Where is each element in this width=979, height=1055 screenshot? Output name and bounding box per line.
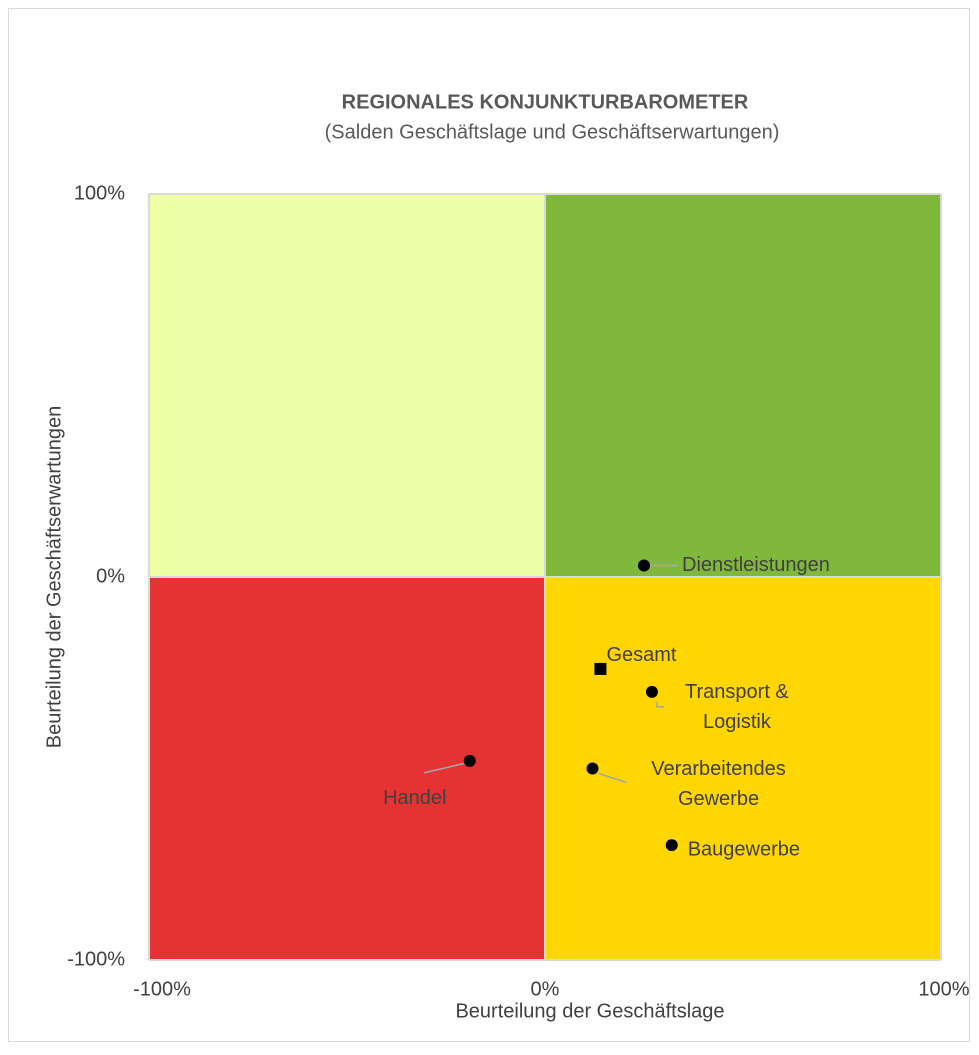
quadrant xyxy=(149,577,545,960)
y-tick-label: 0% xyxy=(96,565,125,587)
point-label: Verarbeitendes xyxy=(651,758,786,780)
point xyxy=(463,754,476,767)
quadrant xyxy=(149,194,545,577)
leader-line xyxy=(598,772,627,784)
point-label: Gewerbe xyxy=(678,788,759,810)
leader-line xyxy=(423,762,467,774)
quadrant xyxy=(545,194,941,577)
y-tick-label: 100% xyxy=(74,182,125,204)
x-tick-label: 0% xyxy=(531,978,560,1000)
point-label: Transport & xyxy=(685,681,789,703)
point-label: Logistik xyxy=(703,711,772,733)
point-label: Gesamt xyxy=(606,644,676,666)
point-label: Baugewerbe xyxy=(688,838,800,860)
point xyxy=(645,685,658,698)
chart-subtitle: (Salden Geschäftslage und Geschäftserwar… xyxy=(325,121,780,143)
x-tick-label: 100% xyxy=(918,978,969,1000)
point xyxy=(594,662,607,675)
y-axis-label: Beurteilung der Geschäftserwartungen xyxy=(43,406,65,748)
point xyxy=(586,762,599,775)
quadrant xyxy=(545,577,941,960)
point xyxy=(638,559,650,572)
leader-line xyxy=(656,701,664,708)
point xyxy=(665,839,678,852)
point-label: Handel xyxy=(383,787,446,809)
chart-title: REGIONALES KONJUNKTURBAROMETER xyxy=(342,91,749,113)
x-axis-label: Beurteilung der Geschäftslage xyxy=(455,1000,724,1022)
y-tick-label: -100% xyxy=(67,948,125,970)
x-tick-label: -100% xyxy=(133,978,191,1000)
point-label: Dienstleistungen xyxy=(682,554,830,576)
